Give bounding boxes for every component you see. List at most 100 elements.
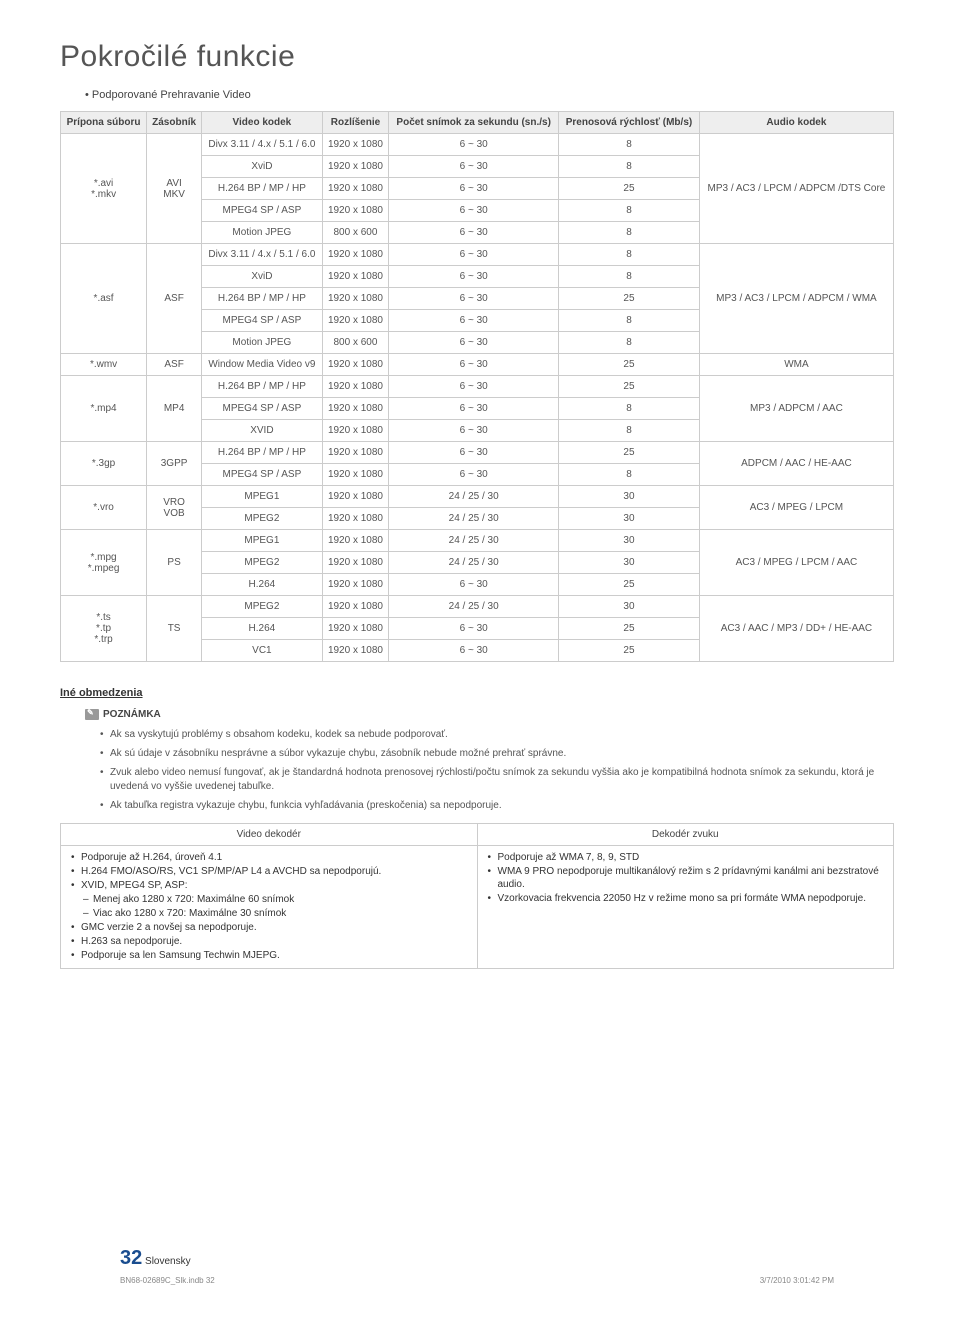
th-cont: Zásobník: [147, 112, 202, 134]
cell: 6 ~ 30: [389, 354, 559, 376]
cell: AC3 / MPEG / LPCM / AAC: [699, 530, 893, 596]
cell: *.3gp: [61, 442, 147, 486]
note-item: Zvuk alebo video nemusí fungovať, ak je …: [100, 766, 894, 794]
cell: AVI MKV: [147, 134, 202, 244]
cell: H.264: [202, 618, 323, 640]
cell: 8: [559, 134, 700, 156]
cell: 30: [559, 486, 700, 508]
cell: *.asf: [61, 244, 147, 354]
cell: 1920 x 1080: [322, 464, 389, 486]
cell: Window Media Video v9: [202, 354, 323, 376]
cell: 6 ~ 30: [389, 442, 559, 464]
dec-item: GMC verzie 2 a novšej sa nepodporuje.: [69, 921, 469, 934]
vdec-cell: Podporuje až H.264, úroveň 4.1 H.264 FMO…: [61, 846, 478, 969]
cell: 6 ~ 30: [389, 222, 559, 244]
cell: 6 ~ 30: [389, 200, 559, 222]
cell: 6 ~ 30: [389, 178, 559, 200]
dec-item: H.263 sa nepodporuje.: [69, 935, 469, 948]
cell: MPEG4 SP / ASP: [202, 398, 323, 420]
cell: 1920 x 1080: [322, 574, 389, 596]
footer-left: BN68-02689C_Slk.indb 32: [120, 1276, 215, 1285]
cell: MP3 / ADPCM / AAC: [699, 376, 893, 442]
cell: 8: [559, 156, 700, 178]
cell: *.wmv: [61, 354, 147, 376]
cell: 30: [559, 596, 700, 618]
cell: 1920 x 1080: [322, 640, 389, 662]
cell: *.ts *.tp *.trp: [61, 596, 147, 662]
cell: 1920 x 1080: [322, 310, 389, 332]
cell: 8: [559, 464, 700, 486]
cell: *.vro: [61, 486, 147, 530]
cell: TS: [147, 596, 202, 662]
page-title: Pokročilé funkcie: [60, 40, 894, 74]
th-adec: Dekodér zvuku: [477, 824, 894, 846]
note-item: Ak tabuľka registra vykazuje chybu, funk…: [100, 799, 894, 813]
cell: 6 ~ 30: [389, 464, 559, 486]
cell: 1920 x 1080: [322, 596, 389, 618]
cell: H.264 BP / MP / HP: [202, 288, 323, 310]
cell: 6 ~ 30: [389, 156, 559, 178]
cell: MPEG2: [202, 596, 323, 618]
cell: 25: [559, 354, 700, 376]
cell: 1920 x 1080: [322, 156, 389, 178]
cell: MPEG1: [202, 486, 323, 508]
cell: XviD: [202, 156, 323, 178]
cell: 24 / 25 / 30: [389, 596, 559, 618]
cell: 6 ~ 30: [389, 288, 559, 310]
cell: 6 ~ 30: [389, 266, 559, 288]
cell: 6 ~ 30: [389, 398, 559, 420]
th-acodec: Audio kodek: [699, 112, 893, 134]
note-item: Ak sú údaje v zásobníku nesprávne a súbo…: [100, 747, 894, 761]
cell: 6 ~ 30: [389, 244, 559, 266]
cell: AC3 / MPEG / LPCM: [699, 486, 893, 530]
cell: Motion JPEG: [202, 222, 323, 244]
cell: 8: [559, 266, 700, 288]
th-res: Rozlíšenie: [322, 112, 389, 134]
cell: Divx 3.11 / 4.x / 5.1 / 6.0: [202, 244, 323, 266]
cell: 8: [559, 244, 700, 266]
cell: XVID: [202, 420, 323, 442]
dec-item: XVID, MPEG4 SP, ASP:: [69, 879, 469, 892]
cell: 1920 x 1080: [322, 618, 389, 640]
dec-item: WMA 9 PRO nepodporuje multikanálový reži…: [486, 865, 886, 891]
cell: 6 ~ 30: [389, 640, 559, 662]
cell: 1920 x 1080: [322, 420, 389, 442]
decoder-table: Video dekodérDekodér zvuku Podporuje až …: [60, 823, 894, 969]
cell: 1920 x 1080: [322, 288, 389, 310]
note-icon: [85, 709, 99, 720]
cell: ASF: [147, 244, 202, 354]
cell: MP3 / AC3 / LPCM / ADPCM / WMA: [699, 244, 893, 354]
dec-item: Podporuje až WMA 7, 8, 9, STD: [486, 851, 886, 864]
cell: 8: [559, 310, 700, 332]
cell: 25: [559, 574, 700, 596]
cell: 1920 x 1080: [322, 244, 389, 266]
cell: 30: [559, 552, 700, 574]
cell: MPEG4 SP / ASP: [202, 464, 323, 486]
cell: MPEG2: [202, 508, 323, 530]
dec-item: Vzorkovacia frekvencia 22050 Hz v režime…: [486, 892, 886, 905]
cell: XviD: [202, 266, 323, 288]
dec-subitem: Menej ako 1280 x 720: Maximálne 60 snímo…: [69, 893, 469, 906]
cell: 24 / 25 / 30: [389, 552, 559, 574]
cell: VC1: [202, 640, 323, 662]
cell: 24 / 25 / 30: [389, 530, 559, 552]
cell: WMA: [699, 354, 893, 376]
dec-subitem: Viac ako 1280 x 720: Maximálne 30 snímok: [69, 907, 469, 920]
cell: 8: [559, 332, 700, 354]
codec-table: Prípona súboru Zásobník Video kodek Rozl…: [60, 111, 894, 662]
cell: 30: [559, 530, 700, 552]
cell: Divx 3.11 / 4.x / 5.1 / 6.0: [202, 134, 323, 156]
cell: 800 x 600: [322, 332, 389, 354]
cell: MPEG4 SP / ASP: [202, 200, 323, 222]
note-block: POZNÁMKA Ak sa vyskytujú problémy s obsa…: [85, 709, 894, 813]
cell: 6 ~ 30: [389, 574, 559, 596]
cell: ASF: [147, 354, 202, 376]
cell: 1920 x 1080: [322, 178, 389, 200]
cell: 1920 x 1080: [322, 398, 389, 420]
cell: H.264 BP / MP / HP: [202, 178, 323, 200]
cell: 8: [559, 398, 700, 420]
cell: 1920 x 1080: [322, 134, 389, 156]
cell: MP4: [147, 376, 202, 442]
cell: 25: [559, 376, 700, 398]
cell: MPEG4 SP / ASP: [202, 310, 323, 332]
